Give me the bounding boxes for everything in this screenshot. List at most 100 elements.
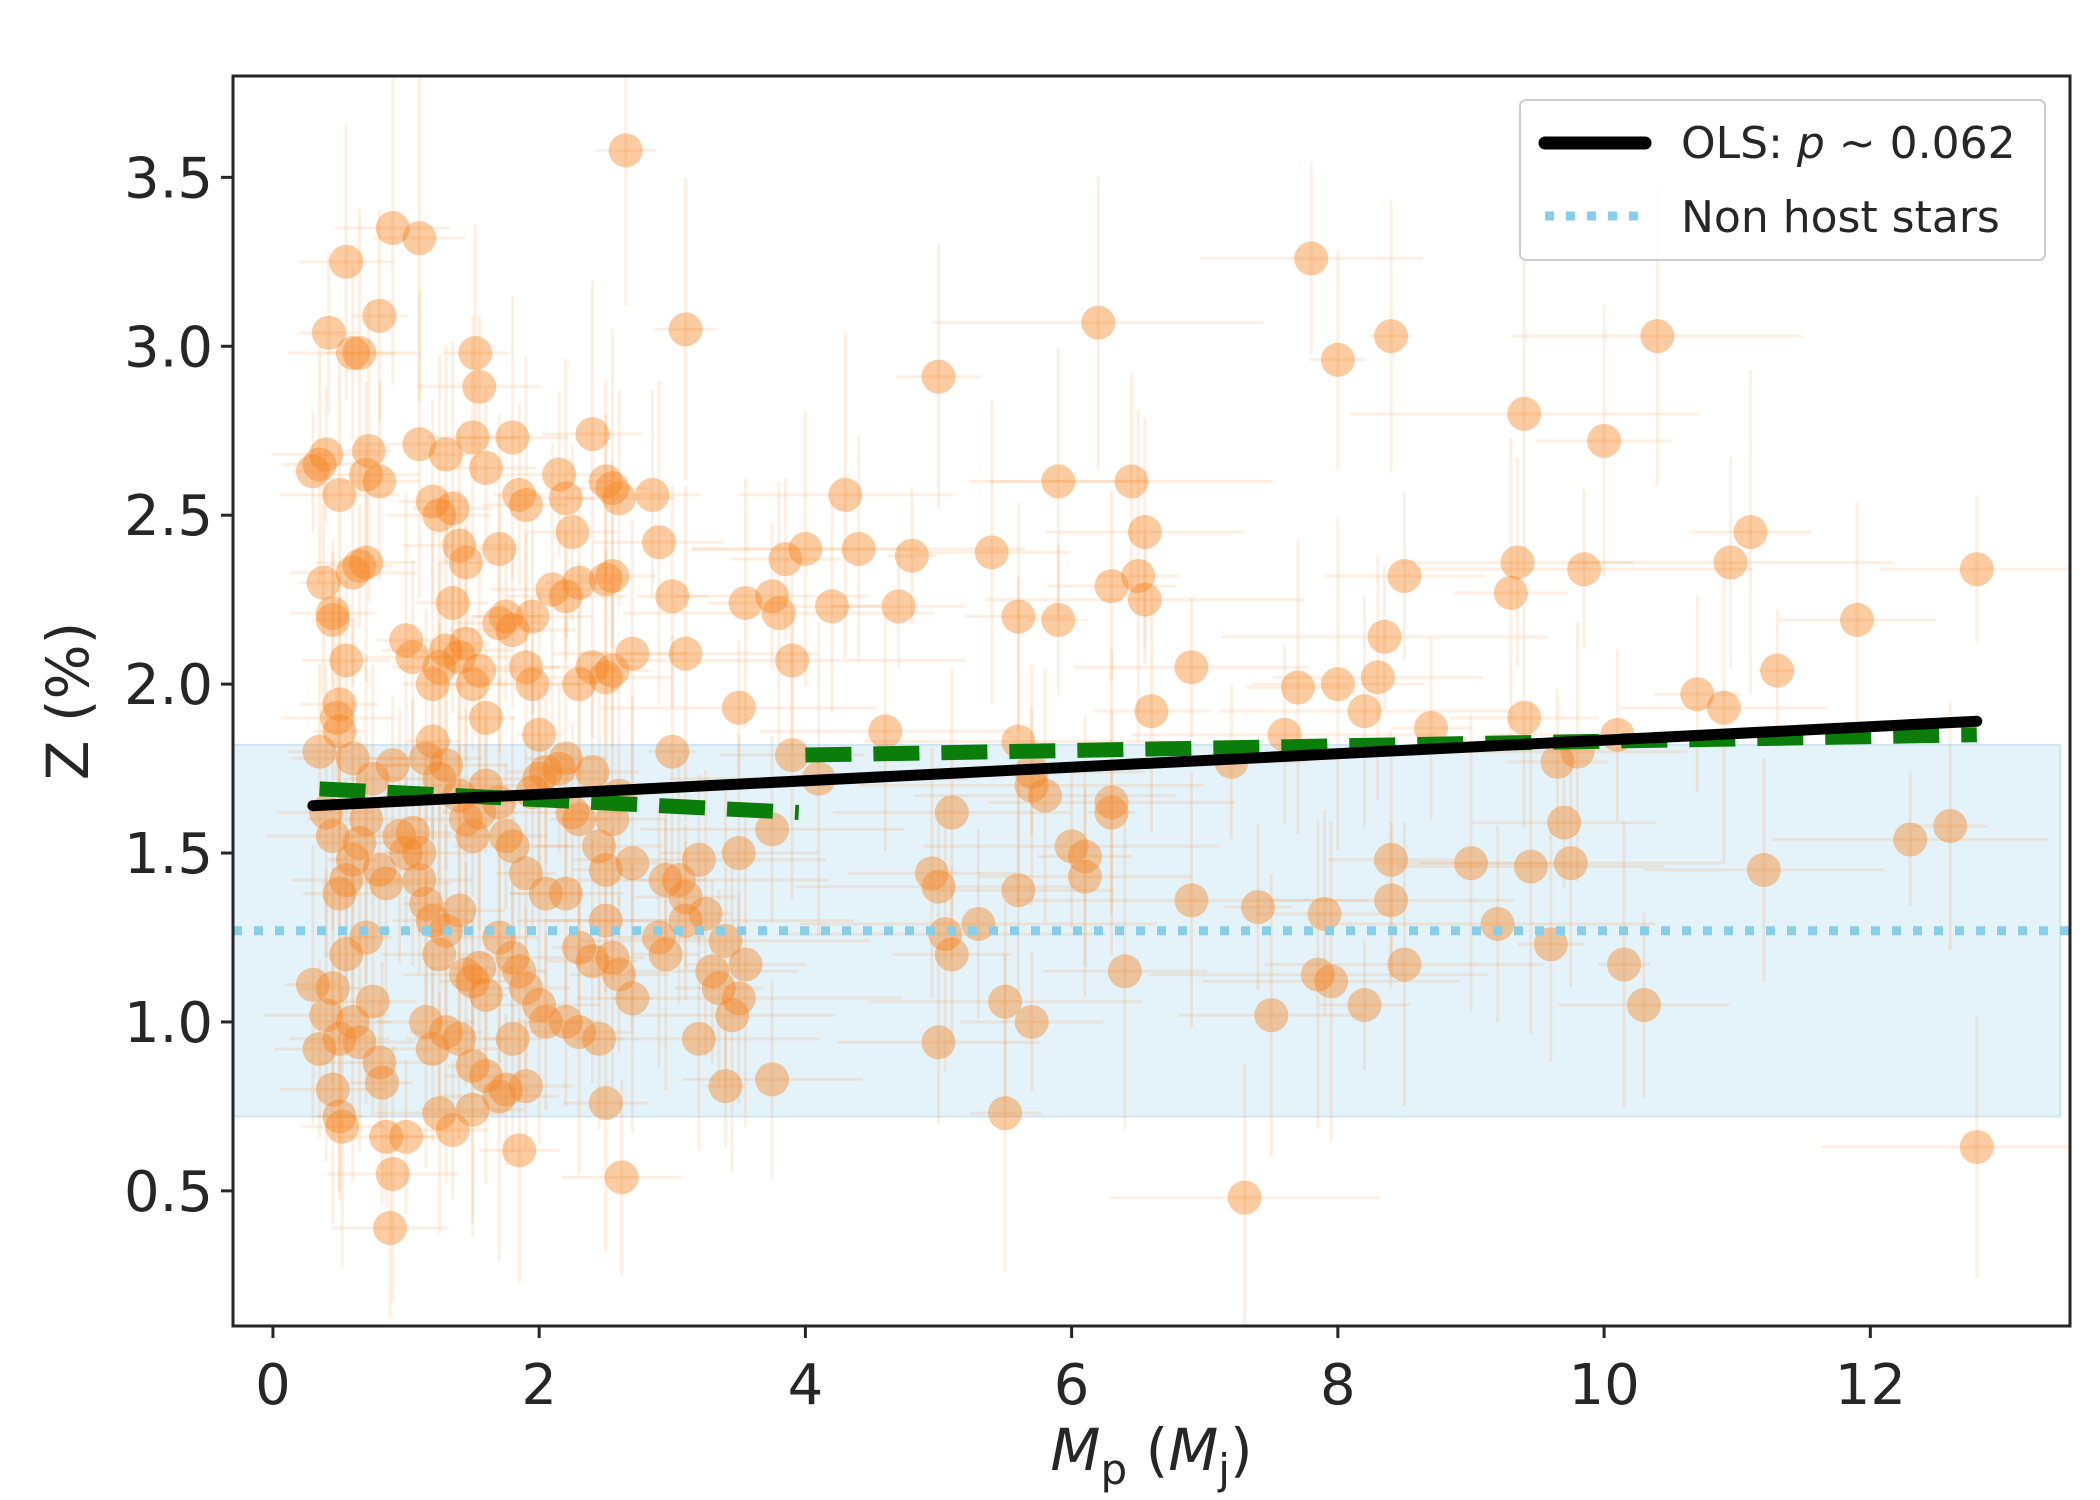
data-point [1254,998,1289,1033]
data-point [528,754,563,789]
x-axis-label-open: ( [1127,1416,1168,1484]
data-point [349,802,384,837]
data-point [668,879,703,914]
data-point [1094,569,1129,604]
data-point [442,1021,477,1056]
data-point [1014,768,1049,803]
data-point [562,930,597,965]
data-point [342,336,377,371]
data-point [721,981,756,1016]
data-point [448,545,483,580]
x-axis-label-close: ) [1230,1416,1253,1484]
data-point [1314,964,1349,999]
data-point [582,829,617,864]
data-point [442,640,477,675]
data-point [495,829,530,864]
data-point [775,643,810,678]
x-tick-label: 8 [1320,1353,1356,1418]
data-point [548,1004,583,1039]
data-point [1480,906,1515,941]
data-point [395,815,430,850]
data-point [708,1069,743,1104]
data-point [415,724,450,759]
data-point [1627,988,1662,1023]
data-point [542,457,577,492]
data-points [295,133,1994,1246]
data-point [1028,778,1063,813]
data-point [422,937,457,972]
data-point [615,846,650,881]
data-point [495,613,530,648]
data-point [715,998,750,1033]
data-point [1374,883,1409,918]
data-point [488,599,523,634]
data-point [595,653,630,688]
data-point [1387,947,1422,982]
data-point [495,420,530,455]
legend: OLS: p ~ 0.062 Non host stars [1519,99,2046,261]
data-point [508,971,543,1006]
data-point [522,717,557,752]
x-tick-label: 0 [255,1353,291,1418]
data-point [641,525,676,560]
data-point [1307,896,1342,931]
data-point [1240,890,1275,925]
data-point [1001,873,1036,908]
data-point [522,988,557,1023]
data-point [349,545,384,580]
data-point [868,714,903,749]
data-point [448,802,483,837]
data-point [458,336,493,371]
x-tick-label: 4 [788,1353,824,1418]
data-point [655,734,690,769]
data-point [365,1065,400,1100]
data-point [522,761,557,796]
data-point [362,852,397,887]
plot-frame [231,74,2072,1328]
data-point [921,1025,956,1060]
data-point [641,920,676,955]
data-point [588,1086,623,1121]
data-point [604,1160,639,1195]
data-point [1347,694,1382,729]
data-point [342,548,377,583]
data-point [382,819,417,854]
data-point [648,937,683,972]
data-point [482,1079,517,1114]
data-point [815,589,850,624]
data-point [595,559,630,593]
data-point [775,738,810,773]
data-point [502,954,537,989]
y-axis-label: Z (%) [34,622,102,781]
data-point [462,653,497,688]
data-point [488,819,523,854]
data-point [1959,552,1994,587]
data-point [322,1099,357,1134]
data-point [661,863,696,898]
segment-fit-line [319,781,800,820]
x-axis-label-sub: p [1100,1445,1127,1494]
data-point [562,1015,597,1050]
data-point [455,420,490,455]
data-point [442,893,477,928]
data-point [373,1211,408,1246]
fit-lines [233,715,2070,936]
data-point [1760,653,1795,688]
data-point [701,971,736,1006]
data-point [788,531,823,566]
y-tick-label: 1.5 [124,822,213,887]
legend-ols-prefix: OLS: [1681,118,1797,169]
data-point [988,1096,1023,1131]
data-point [389,1119,424,1154]
legend-ols-p: p [1796,118,1825,169]
data-point [409,1004,444,1039]
data-point [588,562,623,597]
data-point [1640,319,1675,354]
data-point [455,964,490,999]
data-point [721,836,756,871]
x-tick-label: 12 [1835,1353,1906,1418]
data-point [1014,1004,1049,1039]
data-point [462,950,497,985]
data-point [402,221,437,256]
data-point [415,667,450,702]
